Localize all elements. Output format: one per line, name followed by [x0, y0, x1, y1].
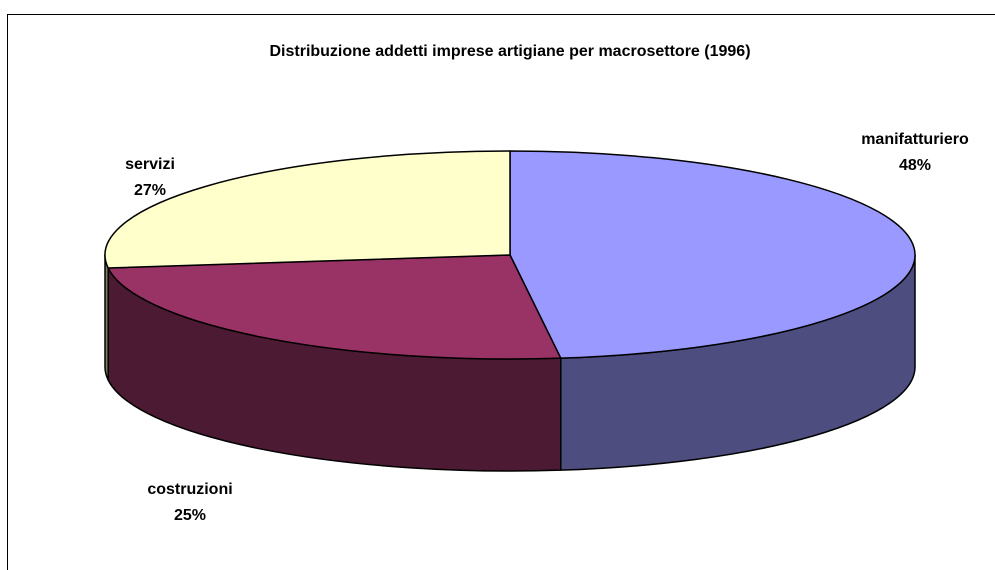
slice-value-label: 25%: [174, 507, 206, 524]
slice-label: costruzioni: [147, 481, 232, 498]
pie-side: [104, 254, 109, 381]
pie-slice: [509, 150, 916, 359]
pie-slice: [104, 150, 511, 269]
pie-slice: [107, 254, 562, 360]
slice-value-label: 48%: [899, 157, 931, 174]
slice-label: servizi: [125, 156, 175, 173]
slice-value-label: 27%: [134, 182, 166, 199]
slice-label: manifatturiero: [861, 131, 969, 148]
chart-title: Distribuzione addetti imprese artigiane …: [269, 43, 750, 60]
